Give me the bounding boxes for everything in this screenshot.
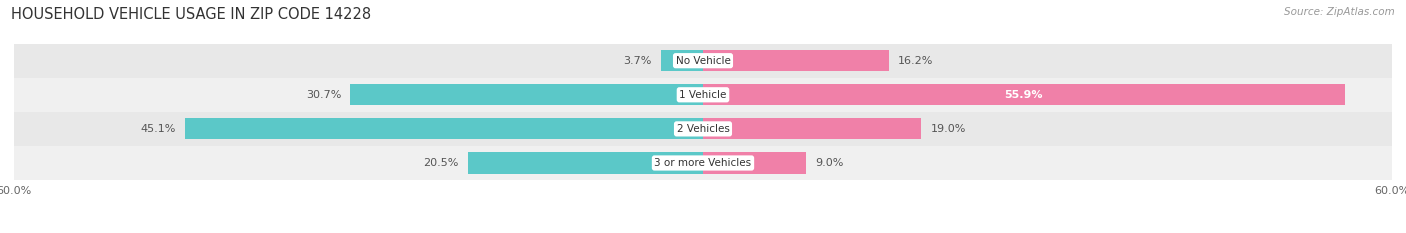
Bar	[14, 44, 1392, 78]
Bar	[703, 118, 921, 140]
Bar	[703, 84, 1346, 105]
Bar	[703, 50, 889, 71]
Text: HOUSEHOLD VEHICLE USAGE IN ZIP CODE 14228: HOUSEHOLD VEHICLE USAGE IN ZIP CODE 1422…	[11, 7, 371, 22]
Bar	[703, 152, 807, 174]
Text: 16.2%: 16.2%	[898, 56, 934, 66]
Bar	[14, 78, 1392, 112]
Text: 19.0%: 19.0%	[931, 124, 966, 134]
Bar	[14, 146, 1392, 180]
Text: 3.7%: 3.7%	[623, 56, 651, 66]
Text: 3 or more Vehicles: 3 or more Vehicles	[654, 158, 752, 168]
Text: 55.9%: 55.9%	[1005, 90, 1043, 100]
Text: 30.7%: 30.7%	[307, 90, 342, 100]
Text: Source: ZipAtlas.com: Source: ZipAtlas.com	[1284, 7, 1395, 17]
Text: 9.0%: 9.0%	[815, 158, 844, 168]
Text: 2 Vehicles: 2 Vehicles	[676, 124, 730, 134]
Text: 45.1%: 45.1%	[141, 124, 176, 134]
Bar	[661, 50, 703, 71]
Text: 1 Vehicle: 1 Vehicle	[679, 90, 727, 100]
Text: 20.5%: 20.5%	[423, 158, 458, 168]
Text: No Vehicle: No Vehicle	[675, 56, 731, 66]
Bar	[186, 118, 703, 140]
Bar	[14, 112, 1392, 146]
Bar	[350, 84, 703, 105]
Bar	[468, 152, 703, 174]
